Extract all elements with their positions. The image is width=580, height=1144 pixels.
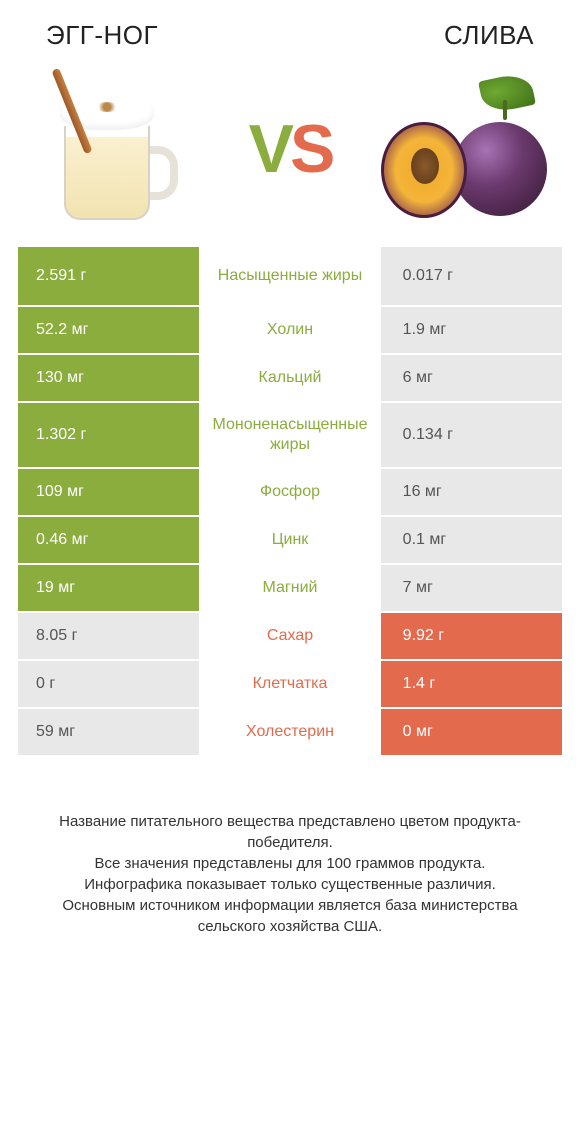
table-row: 52.2 мгХолин1.9 мг [18,307,562,355]
right-value-cell: 1.9 мг [381,307,562,353]
right-value-cell: 6 мг [381,355,562,401]
right-value-cell: 0 мг [381,709,562,755]
right-food-title: СЛИВА [444,20,534,51]
footnote-line: Название питательного вещества представл… [28,811,552,853]
nutrient-label-cell: Цинк [199,517,380,563]
nutrient-label-cell: Магний [199,565,380,611]
table-row: 8.05 гСахар9.92 г [18,613,562,661]
left-value-cell: 2.591 г [18,247,199,305]
right-value-cell: 9.92 г [381,613,562,659]
table-row: 1.302 гМононенасыщенные жиры0.134 г [18,403,562,469]
footnote-line: Все значения представлены для 100 граммо… [28,853,552,874]
table-row: 0 гКлетчатка1.4 г [18,661,562,709]
table-row: 19 мгМагний7 мг [18,565,562,613]
right-value-cell: 1.4 г [381,661,562,707]
vs-v-letter: V [249,110,290,188]
right-value-cell: 0.134 г [381,403,562,467]
nutrient-label-cell: Клетчатка [199,661,380,707]
footnote-text: Название питательного вещества представл… [18,811,562,937]
left-value-cell: 109 мг [18,469,199,515]
nutrient-label-cell: Сахар [199,613,380,659]
nutrient-label-cell: Мононенасыщенные жиры [199,403,380,467]
nutrient-label-cell: Кальций [199,355,380,401]
table-row: 109 мгФосфор16 мг [18,469,562,517]
table-row: 0.46 мгЦинк0.1 мг [18,517,562,565]
left-value-cell: 0.46 мг [18,517,199,563]
vs-label: VS [249,110,332,188]
left-value-cell: 52.2 мг [18,307,199,353]
footnote-line: Инфографика показывает только существенн… [28,874,552,895]
right-value-cell: 0.017 г [381,247,562,305]
table-row: 130 мгКальций6 мг [18,355,562,403]
right-value-cell: 16 мг [381,469,562,515]
images-row: VS [18,69,562,229]
nutrient-label-cell: Насыщенные жиры [199,247,380,305]
eggnog-image [24,69,204,229]
table-row: 2.591 гНасыщенные жиры0.017 г [18,247,562,307]
plum-image [376,69,556,229]
left-value-cell: 59 мг [18,709,199,755]
nutrient-label-cell: Холестерин [199,709,380,755]
left-food-title: ЭГГ-НОГ [46,20,158,51]
left-value-cell: 130 мг [18,355,199,401]
left-value-cell: 0 г [18,661,199,707]
right-value-cell: 7 мг [381,565,562,611]
vs-s-letter: S [290,110,331,188]
nutrient-label-cell: Холин [199,307,380,353]
right-value-cell: 0.1 мг [381,517,562,563]
comparison-table: 2.591 гНасыщенные жиры0.017 г52.2 мгХоли… [18,247,562,757]
nutrient-label-cell: Фосфор [199,469,380,515]
left-value-cell: 19 мг [18,565,199,611]
left-value-cell: 1.302 г [18,403,199,467]
table-row: 59 мгХолестерин0 мг [18,709,562,757]
footnote-line: Основным источником информации является … [28,895,552,937]
header-row: ЭГГ-НОГ СЛИВА [18,20,562,51]
infographic-container: ЭГГ-НОГ СЛИВА VS 2.591 гНасыщенные жир [0,0,580,957]
left-value-cell: 8.05 г [18,613,199,659]
